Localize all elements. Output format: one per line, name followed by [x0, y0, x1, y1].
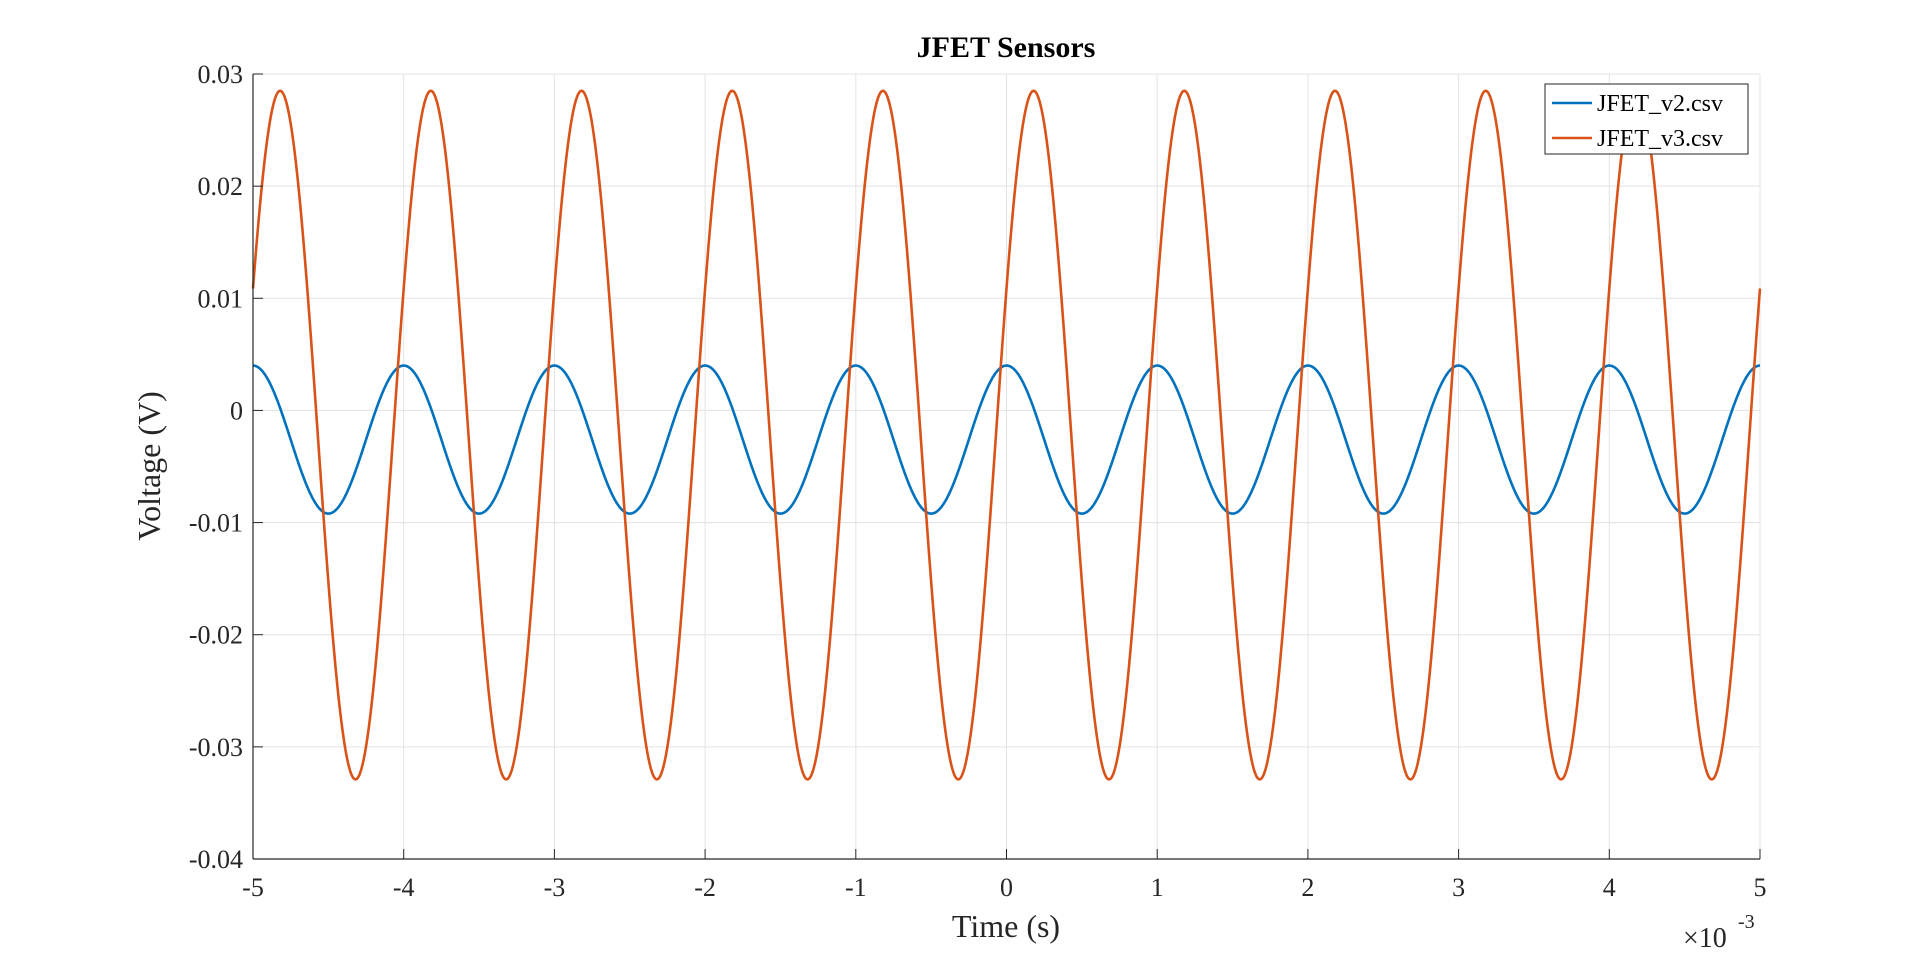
y-axis-title: Voltage (V): [131, 391, 167, 541]
x-tick-label: 3: [1452, 873, 1465, 902]
y-tick-label: 0.02: [198, 172, 244, 201]
y-tick-label: -0.03: [189, 733, 243, 762]
y-tick-label: 0: [230, 396, 243, 425]
x-tick-label: -2: [694, 873, 716, 902]
series-line-1: [251, 89, 1762, 781]
x-tick-label: 2: [1301, 873, 1314, 902]
y-tick-label: 0.03: [198, 60, 244, 89]
legend-box: [1544, 83, 1749, 155]
y-tick-label: -0.01: [189, 509, 243, 538]
x-tick-label: 0: [1000, 873, 1013, 902]
x-tick-label: -4: [393, 873, 415, 902]
x-tick-label: -3: [544, 873, 566, 902]
x-tick-label: -1: [845, 873, 867, 902]
x-tick-label: 5: [1754, 873, 1767, 902]
y-tick-labels: 0.03 0.02 0.01 0 -0.01 -0.02 -0.03 -0.04: [189, 60, 243, 874]
x-axis-exponent: ×10 -3: [1683, 911, 1755, 954]
y-tick-label: -0.02: [189, 621, 243, 650]
series-layer: [251, 89, 1762, 781]
axes-frame: [252, 73, 1761, 860]
x-tick-label: -5: [242, 873, 264, 902]
x-axis-exponent-base: ×10: [1683, 923, 1727, 954]
x-tick-label: 4: [1603, 873, 1616, 902]
x-tick-label: 1: [1151, 873, 1164, 902]
legend[interactable]: JFET_v2.csv JFET_v3.csv: [1544, 83, 1749, 155]
y-tick-label: 0.01: [198, 284, 244, 313]
legend-label-jfet-v2: JFET_v2.csv: [1597, 91, 1723, 117]
chart-title: JFET Sensors: [917, 31, 1096, 64]
x-axis-exponent-power: -3: [1738, 911, 1755, 933]
x-axis-title: Time (s): [952, 908, 1060, 944]
x-tick-labels: -5 -4 -3 -2 -1 0 1 2 3 4 5: [242, 873, 1766, 902]
y-tick-label: -0.04: [189, 845, 243, 874]
series-line-0: [252, 364, 1761, 515]
legend-label-jfet-v3: JFET_v3.csv: [1597, 126, 1723, 152]
